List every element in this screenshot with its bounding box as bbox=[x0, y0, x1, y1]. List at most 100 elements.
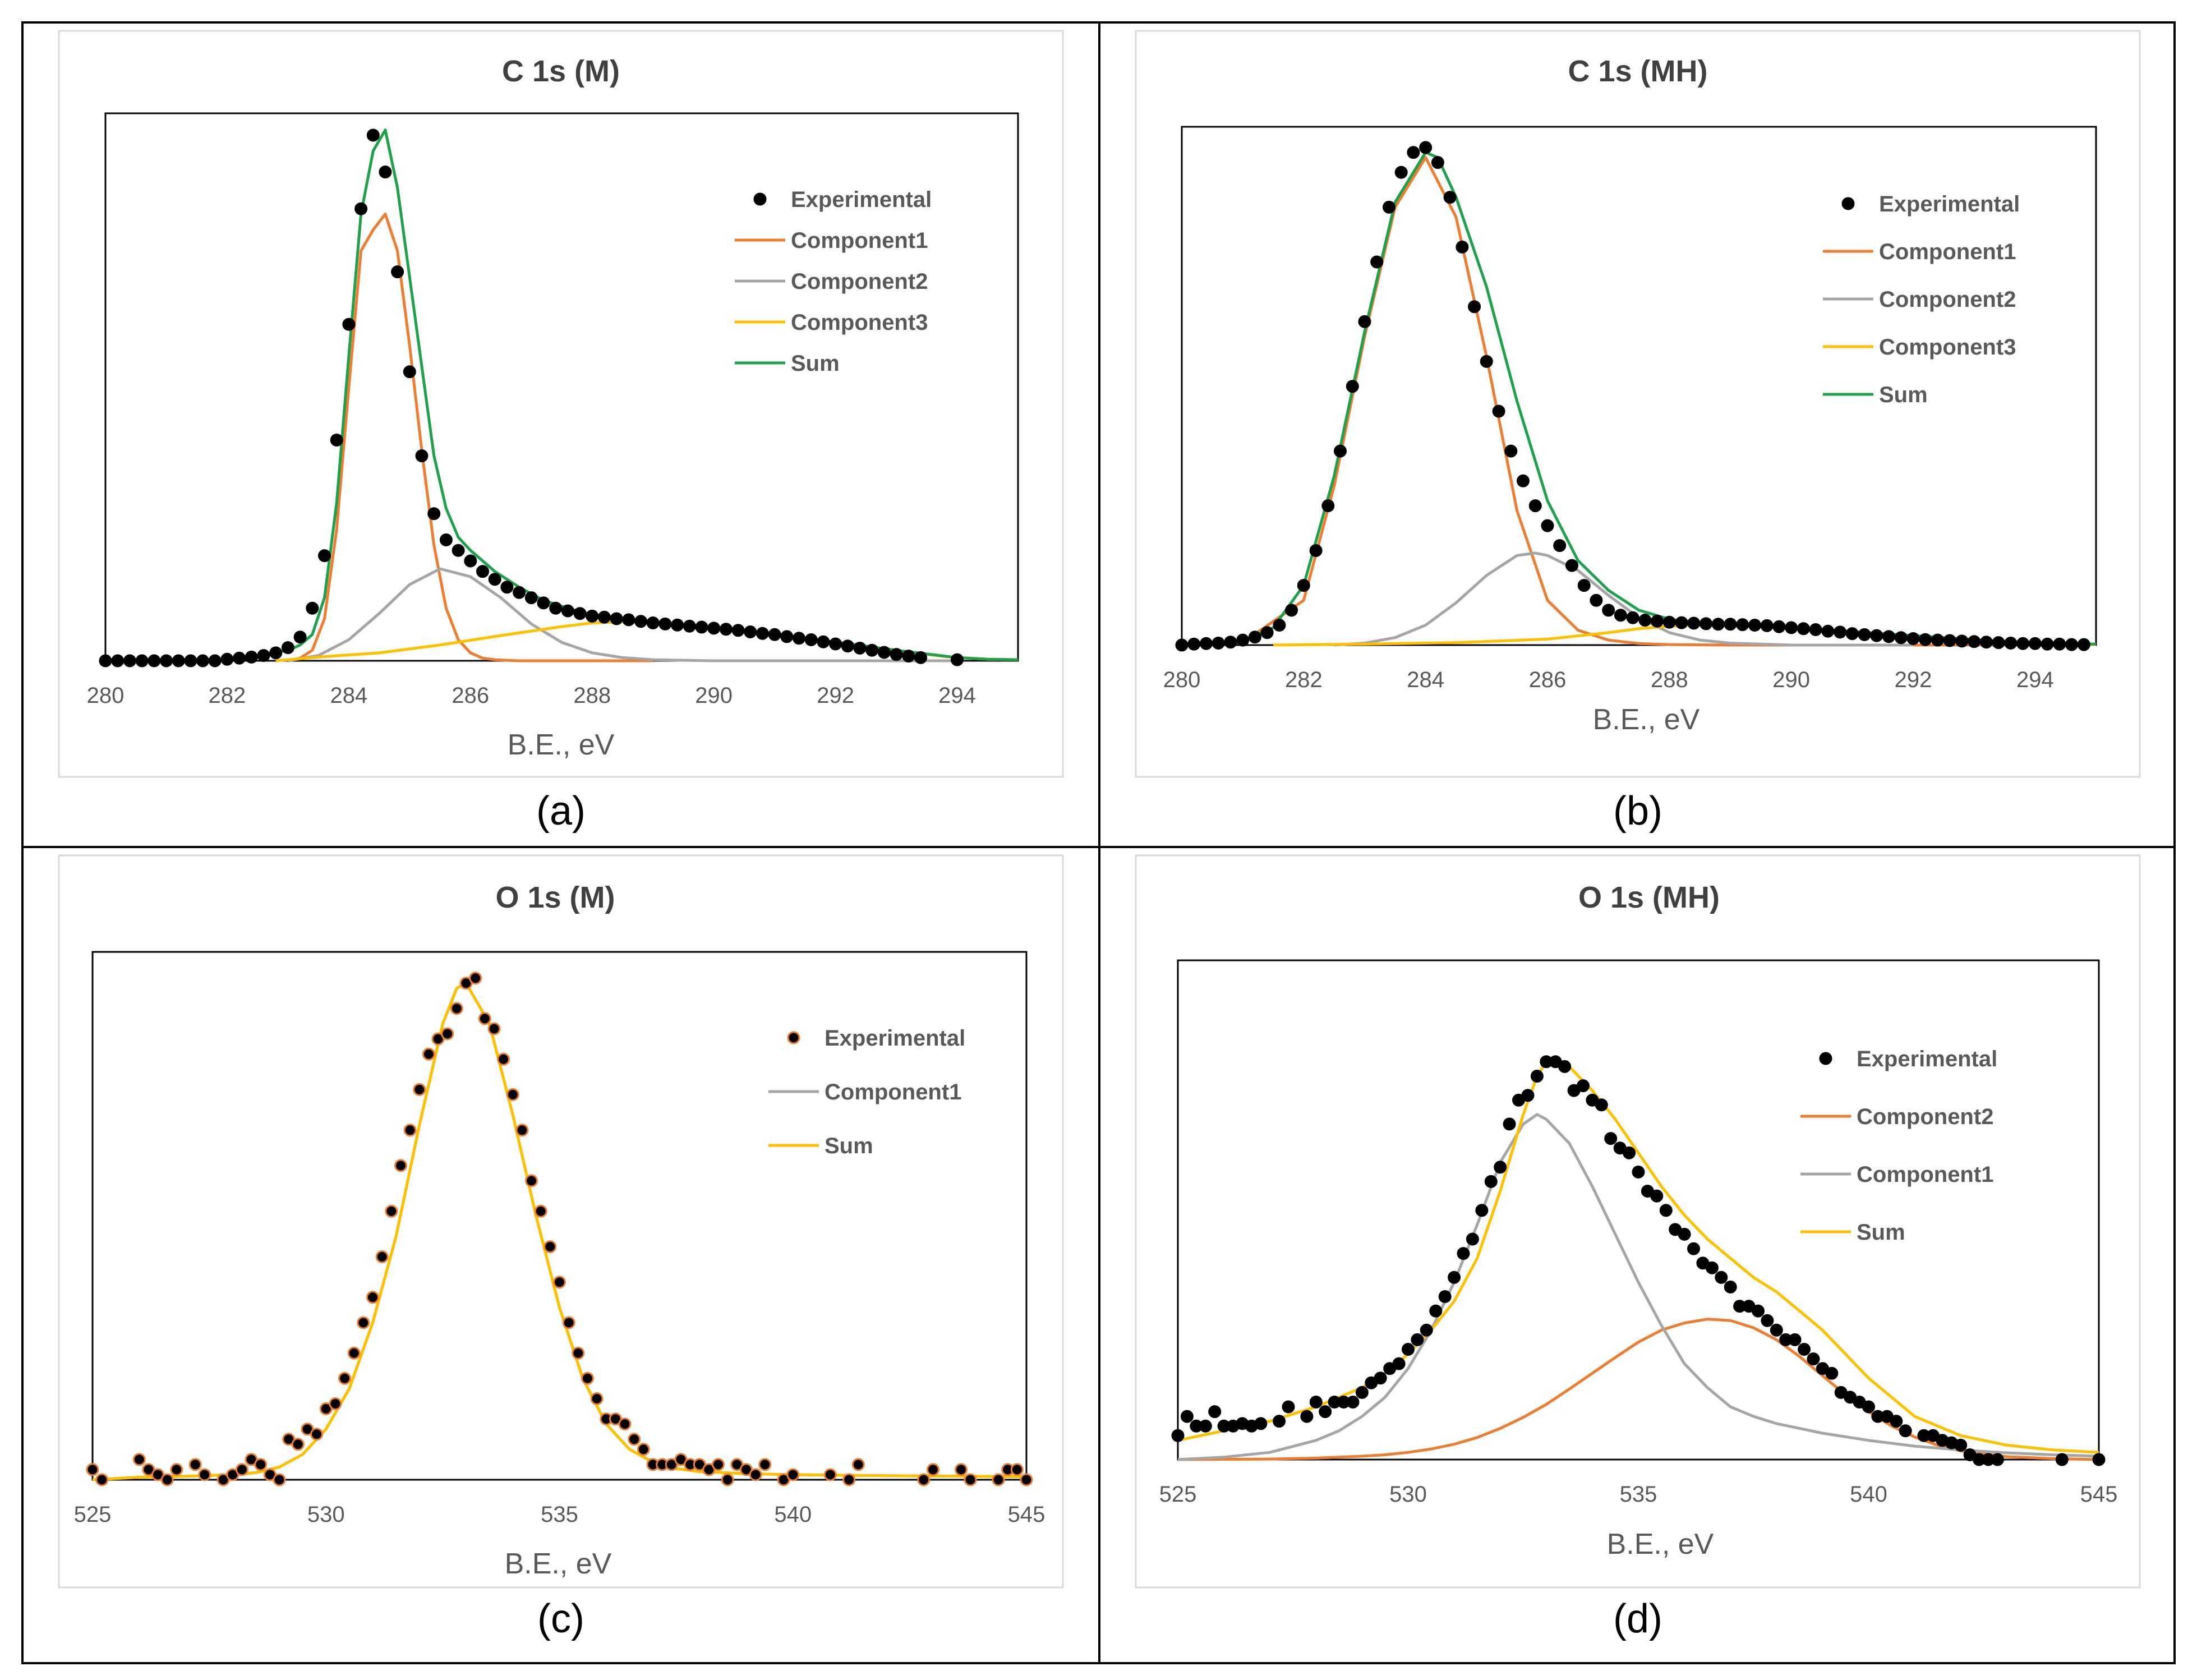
data-point bbox=[1475, 1204, 1489, 1217]
data-point bbox=[853, 642, 867, 655]
data-point bbox=[610, 612, 623, 625]
data-point bbox=[357, 1316, 370, 1329]
data-point bbox=[1590, 593, 1603, 607]
data-point bbox=[1553, 539, 1567, 553]
data-point bbox=[534, 1204, 547, 1218]
data-point bbox=[375, 1250, 389, 1263]
data-point bbox=[1662, 615, 1676, 629]
plot-frame bbox=[91, 951, 1028, 1481]
data-point bbox=[172, 654, 185, 668]
series-line-component2 bbox=[287, 567, 957, 662]
data-point bbox=[391, 265, 404, 279]
data-point bbox=[413, 1083, 426, 1096]
data-point bbox=[1392, 1357, 1406, 1370]
data-point bbox=[1687, 616, 1701, 630]
x-tick-label: 282 bbox=[209, 683, 246, 708]
plot-frame bbox=[1177, 959, 2100, 1461]
data-point bbox=[469, 972, 482, 985]
data-point bbox=[342, 317, 356, 331]
data-point bbox=[622, 613, 635, 627]
data-point bbox=[488, 573, 501, 586]
data-point bbox=[273, 1473, 286, 1486]
data-point bbox=[450, 1002, 463, 1015]
legend-label: Sum bbox=[1879, 383, 1928, 407]
legend-label: Sum bbox=[1857, 1220, 1905, 1245]
data-point bbox=[306, 601, 319, 615]
data-point bbox=[842, 1473, 856, 1486]
x-axis-label: B.E., eV bbox=[1593, 703, 1700, 736]
data-point bbox=[439, 533, 453, 546]
data-point bbox=[111, 654, 125, 668]
x-tick-label: 280 bbox=[87, 683, 125, 708]
data-point bbox=[1705, 1261, 1719, 1274]
data-point bbox=[744, 625, 757, 638]
data-point bbox=[515, 1124, 529, 1137]
chart-area-frame bbox=[58, 30, 1064, 778]
data-point bbox=[525, 1174, 538, 1187]
data-point bbox=[132, 1453, 146, 1466]
data-point bbox=[1752, 1304, 1765, 1318]
chart-area-frame bbox=[1135, 30, 2141, 778]
data-point bbox=[1906, 632, 1920, 645]
data-point bbox=[628, 1433, 641, 1446]
data-point bbox=[1834, 625, 1847, 639]
data-point bbox=[220, 652, 234, 666]
data-point bbox=[148, 654, 161, 668]
data-point bbox=[1675, 616, 1688, 629]
data-point bbox=[1650, 1189, 1664, 1203]
data-point bbox=[586, 609, 599, 623]
data-point bbox=[671, 618, 684, 632]
data-point bbox=[1480, 355, 1493, 368]
data-point bbox=[964, 1473, 977, 1486]
x-tick-label: 288 bbox=[1651, 668, 1688, 692]
data-point bbox=[1420, 1323, 1433, 1337]
data-point bbox=[1273, 1415, 1286, 1428]
data-point bbox=[793, 632, 805, 645]
data-point bbox=[452, 544, 465, 557]
data-point bbox=[683, 619, 696, 633]
data-point bbox=[269, 646, 283, 660]
data-point bbox=[291, 1438, 305, 1451]
data-point bbox=[1711, 618, 1725, 631]
data-point bbox=[758, 1458, 772, 1471]
data-point bbox=[1492, 404, 1505, 418]
data-point bbox=[590, 1392, 604, 1405]
data-point bbox=[1651, 614, 1664, 628]
data-point bbox=[1992, 636, 2005, 650]
x-tick-label: 284 bbox=[1407, 668, 1444, 692]
x-axis-label: B.E., eV bbox=[1607, 1528, 1714, 1561]
data-point bbox=[1894, 631, 1908, 645]
data-point bbox=[1236, 633, 1250, 647]
data-point bbox=[1407, 146, 1420, 159]
data-point bbox=[1484, 1175, 1498, 1188]
data-point bbox=[1504, 444, 1518, 458]
legend-label: Component2 bbox=[1857, 1104, 1993, 1129]
data-point bbox=[2077, 638, 2090, 651]
x-tick-label: 290 bbox=[1772, 668, 1810, 692]
data-point bbox=[1297, 579, 1310, 592]
data-point bbox=[188, 1458, 202, 1471]
chart-area-frame bbox=[58, 854, 1064, 1589]
data-point bbox=[553, 1276, 566, 1289]
data-point bbox=[1862, 1400, 1875, 1414]
data-point bbox=[245, 650, 258, 664]
data-point bbox=[597, 610, 611, 624]
data-point bbox=[1402, 1343, 1415, 1356]
data-point bbox=[549, 601, 563, 615]
data-point bbox=[257, 649, 270, 662]
x-tick-label: 535 bbox=[541, 1502, 578, 1527]
data-point bbox=[506, 1088, 519, 1101]
data-point bbox=[1521, 1089, 1535, 1102]
data-point bbox=[1968, 635, 1981, 648]
data-point bbox=[1411, 1333, 1424, 1346]
data-point bbox=[1346, 1396, 1360, 1409]
data-point bbox=[914, 651, 927, 664]
data-point bbox=[2004, 637, 2018, 650]
data-point bbox=[123, 654, 136, 668]
data-point bbox=[1530, 1070, 1544, 1083]
data-point bbox=[160, 654, 173, 668]
data-point bbox=[1845, 627, 1859, 641]
data-point bbox=[1595, 1098, 1608, 1112]
data-point bbox=[768, 628, 781, 641]
